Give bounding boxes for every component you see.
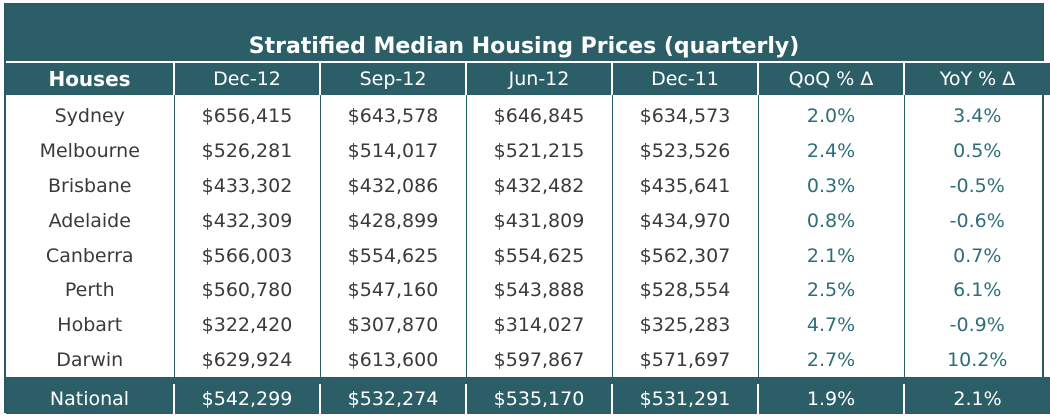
price-cell: $433,302 bbox=[173, 168, 320, 204]
price-cell: $646,845 bbox=[465, 95, 612, 134]
city-cell: Brisbane bbox=[48, 174, 132, 197]
price-cell: $566,003 bbox=[173, 238, 320, 273]
price-cell: $613,600 bbox=[319, 342, 466, 378]
table-row: Canberra $566,003 $554,625 $554,625 $562… bbox=[6, 238, 1050, 273]
city-cell: Darwin bbox=[56, 348, 124, 371]
qoq-cell: 2.0% bbox=[757, 95, 904, 134]
qoq-cell: 0.8% bbox=[757, 203, 904, 239]
national-total-row: National $542,299 $532,274 $535,170 $531… bbox=[6, 381, 1050, 415]
city-cell: Sydney bbox=[54, 105, 125, 128]
price-cell: $571,697 bbox=[611, 342, 758, 378]
price-cell: $325,283 bbox=[611, 307, 758, 343]
price-cell: $432,309 bbox=[173, 203, 320, 239]
yoy-cell: -0.9% bbox=[903, 307, 1050, 343]
city-cell: Perth bbox=[64, 279, 115, 302]
price-cell: $523,526 bbox=[611, 133, 758, 169]
housing-price-table: Houses Dec-12 Sep-12 Jun-12 Dec-11 QoQ %… bbox=[6, 61, 1050, 415]
national-dec-11: $531,291 bbox=[611, 381, 758, 415]
table-title: Stratified Median Housing Prices (quarte… bbox=[6, 5, 1042, 61]
price-cell: $543,888 bbox=[465, 272, 612, 308]
header-dec-12: Dec-12 bbox=[173, 61, 320, 95]
national-dec-12: $542,299 bbox=[173, 381, 320, 415]
national-jun-12: $535,170 bbox=[465, 381, 612, 415]
price-cell: $554,625 bbox=[465, 238, 612, 273]
yoy-cell: 0.7% bbox=[903, 238, 1050, 273]
header-sep-12: Sep-12 bbox=[319, 61, 466, 95]
price-cell: $432,086 bbox=[319, 168, 466, 204]
price-cell: $428,899 bbox=[319, 203, 466, 239]
price-cell: $528,554 bbox=[611, 272, 758, 308]
city-cell: Melbourne bbox=[39, 140, 140, 163]
price-cell: $634,573 bbox=[611, 95, 758, 134]
yoy-cell: -0.5% bbox=[903, 168, 1050, 204]
city-cell: Canberra bbox=[45, 244, 134, 267]
price-cell: $314,027 bbox=[465, 307, 612, 343]
separator-row bbox=[6, 377, 1050, 383]
price-cell: $432,482 bbox=[465, 168, 612, 204]
header-row: Houses Dec-12 Sep-12 Jun-12 Dec-11 QoQ %… bbox=[6, 61, 1050, 95]
header-qoq: QoQ % Δ bbox=[757, 61, 904, 95]
price-cell: $562,307 bbox=[611, 238, 758, 273]
price-cell: $547,160 bbox=[319, 272, 466, 308]
qoq-cell: 2.7% bbox=[757, 342, 904, 378]
header-jun-12: Jun-12 bbox=[465, 61, 612, 95]
yoy-cell: -0.6% bbox=[903, 203, 1050, 239]
table-row: Melbourne $526,281 $514,017 $521,215 $52… bbox=[6, 133, 1050, 169]
qoq-cell: 4.7% bbox=[757, 307, 904, 343]
price-cell: $307,870 bbox=[319, 307, 466, 343]
table-row: Darwin $629,924 $613,600 $597,867 $571,6… bbox=[6, 342, 1050, 378]
yoy-cell: 0.5% bbox=[903, 133, 1050, 169]
header-yoy: YoY % Δ bbox=[903, 61, 1050, 95]
price-cell: $521,215 bbox=[465, 133, 612, 169]
national-label: National bbox=[6, 381, 174, 415]
price-cell: $554,625 bbox=[319, 238, 466, 273]
table-row: Brisbane $433,302 $432,086 $432,482 $435… bbox=[6, 168, 1050, 204]
city-cell: Adelaide bbox=[48, 209, 131, 232]
qoq-cell: 2.5% bbox=[757, 272, 904, 308]
national-yoy: 2.1% bbox=[903, 381, 1050, 415]
yoy-cell: 3.4% bbox=[903, 95, 1050, 134]
price-cell: $435,641 bbox=[611, 168, 758, 204]
table-row: Hobart $322,420 $307,870 $314,027 $325,2… bbox=[6, 307, 1050, 343]
price-cell: $431,809 bbox=[465, 203, 612, 239]
price-cell: $434,970 bbox=[611, 203, 758, 239]
national-sep-12: $532,274 bbox=[319, 381, 466, 415]
table-row: Perth $560,780 $547,160 $543,888 $528,55… bbox=[6, 272, 1050, 308]
qoq-cell: 2.4% bbox=[757, 133, 904, 169]
price-cell: $656,415 bbox=[173, 95, 320, 134]
price-cell: $643,578 bbox=[319, 95, 466, 134]
table-row: Sydney $656,415 $643,578 $646,845 $634,5… bbox=[6, 95, 1050, 134]
price-cell: $629,924 bbox=[173, 342, 320, 378]
qoq-cell: 0.3% bbox=[757, 168, 904, 204]
table-row: Adelaide $432,309 $428,899 $431,809 $434… bbox=[6, 203, 1050, 239]
price-cell: $322,420 bbox=[173, 307, 320, 343]
price-cell: $597,867 bbox=[465, 342, 612, 378]
header-dec-11: Dec-11 bbox=[611, 61, 758, 95]
city-cell: Hobart bbox=[57, 314, 123, 337]
qoq-cell: 2.1% bbox=[757, 238, 904, 273]
price-cell: $514,017 bbox=[319, 133, 466, 169]
price-cell: $526,281 bbox=[173, 133, 320, 169]
header-houses: Houses bbox=[6, 61, 174, 95]
separator-cell bbox=[6, 377, 1050, 383]
price-cell: $560,780 bbox=[173, 272, 320, 308]
yoy-cell: 10.2% bbox=[903, 342, 1050, 378]
housing-price-table-frame: Stratified Median Housing Prices (quarte… bbox=[4, 3, 1050, 415]
national-qoq: 1.9% bbox=[757, 381, 904, 415]
yoy-cell: 6.1% bbox=[903, 272, 1050, 308]
